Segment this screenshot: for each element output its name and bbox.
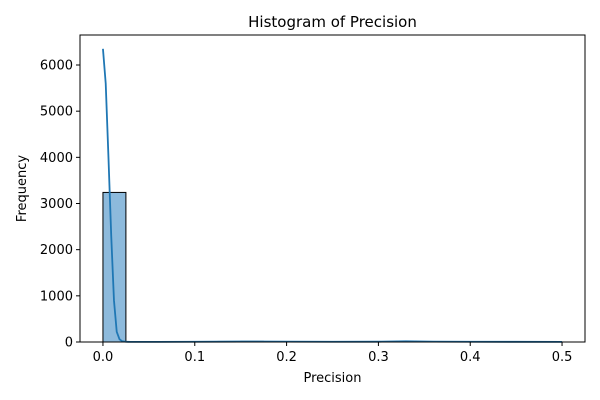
y-axis-label: Frequency: [15, 155, 30, 222]
y-tick-label: 0: [65, 336, 73, 351]
x-tick-label: 0.5: [552, 350, 573, 365]
y-tick-label: 1000: [40, 289, 73, 304]
y-tick-label: 2000: [40, 243, 73, 258]
y-axis-ticks: 0 1000 2000 3000 4000 5000 6000: [40, 59, 80, 351]
x-axis-label: Precision: [303, 371, 361, 386]
kde-layer: [102, 48, 563, 343]
plot-frame: [79, 34, 586, 343]
x-tick-label: 0.0: [93, 350, 114, 365]
kde-line: [102, 48, 563, 343]
x-tick-label: 0.3: [368, 350, 389, 365]
histogram-bar: [102, 191, 127, 343]
chart-title: Histogram of Precision: [248, 13, 417, 31]
x-axis-ticks: 0.0 0.1 0.2 0.3 0.4 0.5: [93, 342, 573, 365]
x-tick-label: 0.1: [184, 350, 205, 365]
bars-layer: [102, 191, 563, 343]
y-tick-label: 6000: [40, 59, 73, 74]
y-tick-label: 4000: [40, 151, 73, 166]
x-tick-label: 0.2: [276, 350, 297, 365]
x-tick-label: 0.4: [460, 350, 481, 365]
y-tick-label: 5000: [40, 105, 73, 120]
y-tick-label: 3000: [40, 197, 73, 212]
